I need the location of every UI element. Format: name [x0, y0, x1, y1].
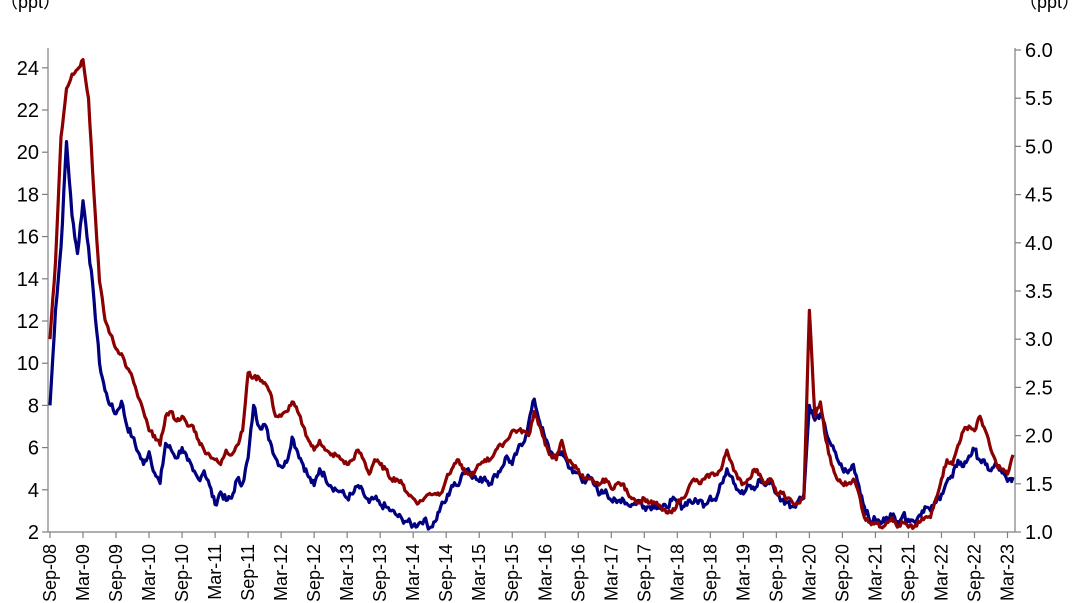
tick-labels: 246810121416182022241.01.52.02.53.03.54.… — [17, 40, 1053, 602]
x-tick-label: Mar-19 — [733, 544, 753, 601]
right-tick-label: 2.0 — [1025, 426, 1053, 448]
x-tick-label: Mar-10 — [139, 544, 159, 601]
x-tick-label: Mar-14 — [403, 544, 423, 601]
left-tick-label: 4 — [28, 480, 39, 502]
left-axis-unit: （ppt） — [0, 0, 61, 12]
x-tick-label: Sep-18 — [700, 544, 720, 602]
right-tick-label: 1.0 — [1025, 522, 1053, 544]
right-tick-label: 3.5 — [1025, 281, 1053, 303]
left-tick-label: 6 — [28, 438, 39, 460]
x-tick-label: Mar-12 — [271, 544, 291, 601]
x-tick-label: Sep-09 — [106, 544, 126, 602]
x-tick-label: Mar-16 — [535, 544, 555, 601]
x-tick-label: Sep-21 — [898, 544, 918, 602]
x-tick-label: Mar-13 — [337, 544, 357, 601]
x-tick-label: Sep-22 — [964, 544, 984, 602]
left-axis-series-line — [48, 140, 1015, 531]
x-tick-label: Mar-17 — [601, 544, 621, 601]
x-tick-label: Sep-11 — [238, 544, 258, 601]
left-tick-label: 8 — [28, 395, 39, 417]
right-axis-series-line — [48, 58, 1015, 530]
x-tick-label: Sep-16 — [568, 544, 588, 602]
right-tick-label: 2.5 — [1025, 377, 1053, 399]
left-tick-label: 12 — [17, 311, 39, 333]
right-tick-label: 4.5 — [1025, 185, 1053, 207]
x-tick-label: Mar-23 — [997, 544, 1017, 601]
x-tick-label: Mar-11 — [205, 544, 225, 600]
right-axis-unit: （ppt） — [1019, 0, 1080, 12]
left-tick-label: 24 — [17, 58, 39, 80]
axes — [42, 48, 1021, 538]
right-tick-label: 6.0 — [1025, 40, 1053, 62]
right-tick-label: 3.0 — [1025, 329, 1053, 351]
x-tick-label: Sep-15 — [502, 544, 522, 602]
x-tick-label: Sep-19 — [766, 544, 786, 602]
left-tick-label: 20 — [17, 142, 39, 164]
right-tick-label: 5.5 — [1025, 88, 1053, 110]
series-lines — [48, 58, 1015, 531]
right-tick-label: 4.0 — [1025, 233, 1053, 255]
x-tick-label: Sep-20 — [832, 544, 852, 602]
x-tick-label: Mar-18 — [667, 544, 687, 601]
x-tick-label: Mar-21 — [865, 544, 885, 601]
x-tick-label: Sep-17 — [634, 544, 654, 602]
left-tick-label: 22 — [17, 100, 39, 122]
x-tick-label: Sep-12 — [304, 544, 324, 602]
x-tick-label: Mar-20 — [799, 544, 819, 601]
x-tick-label: Sep-14 — [436, 544, 456, 602]
x-tick-label: Mar-15 — [469, 544, 489, 601]
x-tick-label: Sep-13 — [370, 544, 390, 602]
right-tick-label: 1.5 — [1025, 474, 1053, 496]
x-tick-label: Mar-22 — [931, 544, 951, 601]
left-tick-label: 2 — [28, 522, 39, 544]
x-tick-label: Sep-10 — [172, 544, 192, 602]
left-tick-label: 16 — [17, 227, 39, 249]
left-tick-label: 10 — [17, 353, 39, 375]
x-tick-label: Sep-08 — [40, 544, 60, 602]
right-tick-label: 5.0 — [1025, 136, 1053, 158]
left-tick-label: 14 — [17, 269, 39, 291]
x-tick-label: Mar-09 — [73, 544, 93, 601]
left-tick-label: 18 — [17, 184, 39, 206]
